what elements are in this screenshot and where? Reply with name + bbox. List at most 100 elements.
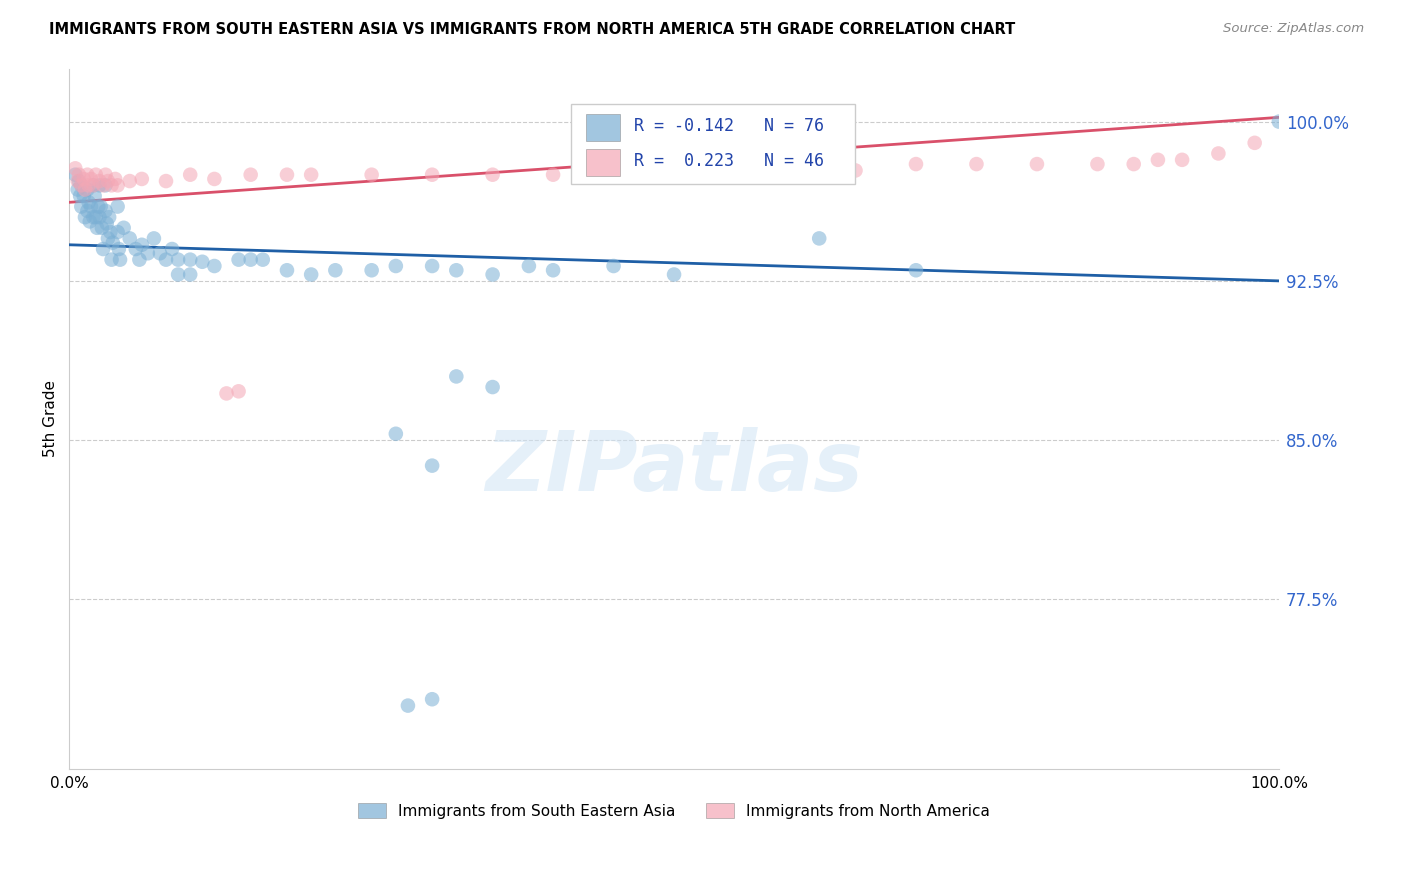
Legend: Immigrants from South Eastern Asia, Immigrants from North America: Immigrants from South Eastern Asia, Immi… [353,797,995,825]
Point [100,178,122,193]
Point [1026,157,1049,171]
Point [325,263,347,277]
Point [385,259,408,273]
Point [420,458,443,473]
Point [76,203,98,218]
Point [446,369,468,384]
Point [82,178,104,193]
Point [481,168,503,182]
Point [98,210,121,224]
Point [80,200,103,214]
Point [83,189,105,203]
Point [723,163,745,178]
Point [446,263,468,277]
Point [118,231,141,245]
Point [167,268,190,282]
Point [125,242,148,256]
Point [481,268,503,282]
Point [420,259,443,273]
Point [160,242,183,256]
Point [541,263,564,277]
Point [76,183,98,197]
Point [1147,153,1170,167]
Point [1268,114,1291,128]
Point [228,384,250,399]
Point [94,168,117,182]
Text: R = -0.142   N = 76: R = -0.142 N = 76 [634,117,824,135]
Point [131,172,153,186]
Point [90,200,112,214]
Point [276,168,298,182]
Point [662,163,685,178]
Point [904,157,927,171]
Point [783,163,806,178]
Point [94,178,117,193]
Point [80,172,103,186]
Point [89,178,111,193]
Point [136,246,159,260]
Point [1208,146,1230,161]
Point [65,161,87,176]
Text: IMMIGRANTS FROM SOUTH EASTERN ASIA VS IMMIGRANTS FROM NORTH AMERICA 5TH GRADE CO: IMMIGRANTS FROM SOUTH EASTERN ASIA VS IM… [49,22,1015,37]
Point [276,263,298,277]
Point [104,172,127,186]
Point [77,178,100,193]
Point [1087,157,1109,171]
Point [420,692,443,706]
Point [91,178,114,193]
Point [70,200,93,214]
FancyBboxPatch shape [586,114,620,141]
Point [65,168,87,182]
Point [107,178,129,193]
Point [107,225,129,239]
Point [179,268,201,282]
Point [155,252,177,267]
Point [142,231,165,245]
Point [541,168,564,182]
Y-axis label: 5th Grade: 5th Grade [44,380,58,458]
Point [82,178,104,193]
Point [1171,153,1194,167]
Point [77,195,100,210]
Point [396,698,419,713]
Point [228,252,250,267]
Point [91,242,114,256]
Point [481,380,503,394]
Point [84,168,107,182]
Point [101,235,124,250]
Point [69,189,91,203]
Point [202,172,225,186]
Point [252,252,274,267]
Point [299,268,322,282]
Point [191,254,214,268]
Point [662,268,685,282]
Point [67,168,90,182]
Point [1122,157,1144,171]
Point [73,210,96,224]
Point [73,172,96,186]
Point [904,263,927,277]
Point [66,174,89,188]
Point [73,189,96,203]
Text: R =  0.223   N = 46: R = 0.223 N = 46 [634,153,824,170]
Point [79,214,101,228]
Point [107,200,129,214]
Point [179,252,201,267]
Point [360,263,382,277]
FancyBboxPatch shape [571,103,855,184]
Point [112,220,135,235]
Point [155,174,177,188]
Point [70,178,93,193]
Point [1243,136,1265,150]
Point [97,231,120,245]
Point [108,252,131,267]
Point [239,252,262,267]
Point [965,157,987,171]
Point [84,210,107,224]
Point [73,183,96,197]
Point [131,237,153,252]
Point [202,259,225,273]
Point [96,217,118,231]
Point [299,168,322,182]
Point [808,231,831,245]
